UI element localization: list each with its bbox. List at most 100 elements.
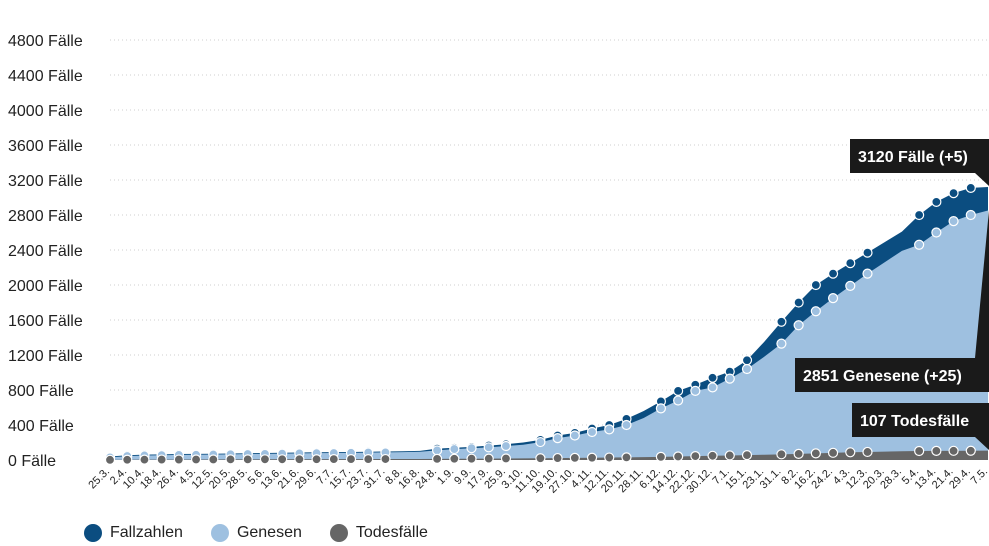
marker-todesfaelle[interactable] <box>827 447 839 458</box>
legend-label-fallzahlen: Fallzahlen <box>110 524 183 541</box>
legend-label-genesen: Genesen <box>236 524 302 541</box>
marker-genesen[interactable] <box>793 320 804 331</box>
legend-swatch-fallzahlen <box>84 524 102 542</box>
marker-genesen[interactable] <box>552 433 563 444</box>
marker-todesfaelle[interactable] <box>483 453 494 464</box>
marker-genesen[interactable] <box>724 373 735 384</box>
marker-todesfaelle[interactable] <box>156 454 167 465</box>
marker-todesfaelle[interactable] <box>914 445 925 457</box>
marker-todesfaelle[interactable] <box>328 454 339 465</box>
marker-todesfaelle[interactable] <box>208 454 219 465</box>
callout-cases-label: 3120 Fälle (+5) <box>858 149 968 166</box>
callout-deaths-label: 107 Todesfälle <box>860 413 969 430</box>
marker-genesen[interactable] <box>431 445 443 456</box>
marker-todesfaelle[interactable] <box>948 445 959 456</box>
marker-fallzahlen[interactable] <box>793 297 804 308</box>
marker-todesfaelle[interactable] <box>535 453 546 464</box>
marker-genesen[interactable] <box>965 209 976 221</box>
marker-todesfaelle[interactable] <box>845 447 856 458</box>
marker-genesen[interactable] <box>707 382 718 393</box>
marker-genesen[interactable] <box>690 385 701 396</box>
marker-todesfaelle[interactable] <box>810 448 821 459</box>
marker-todesfaelle[interactable] <box>793 448 804 459</box>
marker-genesen[interactable] <box>914 239 925 250</box>
marker-todesfaelle[interactable] <box>449 453 460 464</box>
y-tick-label: 2800 Fälle <box>8 208 83 225</box>
marker-genesen[interactable] <box>655 403 667 414</box>
marker-genesen[interactable] <box>569 430 580 441</box>
marker-todesfaelle[interactable] <box>294 454 305 465</box>
legend-item-todesfaelle[interactable]: Todesfälle <box>329 524 428 542</box>
marker-todesfaelle[interactable] <box>707 450 718 461</box>
marker-todesfaelle[interactable] <box>311 454 322 465</box>
marker-todesfaelle[interactable] <box>776 449 787 460</box>
marker-todesfaelle[interactable] <box>173 454 184 465</box>
marker-genesen[interactable] <box>862 268 873 279</box>
marker-todesfaelle[interactable] <box>500 453 512 464</box>
marker-todesfaelle[interactable] <box>122 454 133 465</box>
marker-fallzahlen[interactable] <box>707 372 718 383</box>
marker-fallzahlen[interactable] <box>914 209 925 221</box>
marker-todesfaelle[interactable] <box>621 452 632 463</box>
marker-fallzahlen[interactable] <box>673 385 684 396</box>
marker-genesen[interactable] <box>948 216 959 227</box>
marker-todesfaelle[interactable] <box>965 445 976 456</box>
marker-genesen[interactable] <box>621 419 632 431</box>
marker-genesen[interactable] <box>673 395 684 406</box>
marker-todesfaelle[interactable] <box>569 452 580 463</box>
marker-genesen[interactable] <box>810 306 821 317</box>
marker-todesfaelle[interactable] <box>604 452 615 463</box>
marker-fallzahlen[interactable] <box>931 196 942 207</box>
marker-todesfaelle[interactable] <box>345 454 357 465</box>
marker-todesfaelle[interactable] <box>655 451 667 462</box>
marker-todesfaelle[interactable] <box>139 454 150 465</box>
legend-item-fallzahlen[interactable]: Fallzahlen <box>84 524 183 542</box>
marker-todesfaelle[interactable] <box>277 454 288 465</box>
area-todesfaelle <box>110 450 988 460</box>
marker-genesen[interactable] <box>466 443 477 454</box>
callout-cases-box <box>850 139 989 173</box>
marker-genesen[interactable] <box>604 424 615 435</box>
marker-todesfaelle[interactable] <box>724 450 735 461</box>
marker-todesfaelle[interactable] <box>466 453 477 464</box>
marker-todesfaelle[interactable] <box>242 454 253 465</box>
marker-todesfaelle[interactable] <box>431 453 443 464</box>
marker-fallzahlen[interactable] <box>862 247 873 258</box>
marker-todesfaelle[interactable] <box>259 454 271 465</box>
callout-deaths-box <box>852 403 989 437</box>
marker-genesen[interactable] <box>931 227 942 238</box>
marker-genesen[interactable] <box>500 440 512 452</box>
marker-todesfaelle[interactable] <box>552 452 563 464</box>
marker-fallzahlen[interactable] <box>965 182 976 193</box>
marker-fallzahlen[interactable] <box>948 188 959 199</box>
legend-swatch-genesen <box>210 524 229 542</box>
marker-todesfaelle[interactable] <box>673 451 684 462</box>
marker-todesfaelle[interactable] <box>225 454 236 465</box>
marker-fallzahlen[interactable] <box>845 258 856 269</box>
marker-todesfaelle[interactable] <box>104 454 116 465</box>
marker-todesfaelle[interactable] <box>380 453 391 465</box>
marker-genesen[interactable] <box>776 338 787 349</box>
marker-fallzahlen[interactable] <box>810 279 821 291</box>
marker-genesen[interactable] <box>449 443 460 455</box>
marker-genesen[interactable] <box>586 426 598 438</box>
y-tick-label: 4400 Fälle <box>8 68 83 85</box>
marker-genesen[interactable] <box>535 436 546 448</box>
marker-fallzahlen[interactable] <box>827 268 839 279</box>
marker-todesfaelle[interactable] <box>690 451 701 462</box>
marker-todesfaelle[interactable] <box>363 454 374 465</box>
marker-genesen[interactable] <box>845 280 856 291</box>
marker-todesfaelle[interactable] <box>741 450 753 461</box>
marker-todesfaelle[interactable] <box>931 445 942 456</box>
marker-genesen[interactable] <box>741 363 753 375</box>
marker-fallzahlen[interactable] <box>741 355 753 366</box>
marker-fallzahlen[interactable] <box>776 316 787 327</box>
marker-todesfaelle[interactable] <box>862 446 873 458</box>
legend-item-genesen[interactable]: Genesen <box>210 524 302 542</box>
marker-genesen[interactable] <box>827 293 839 304</box>
y-tick-label: 800 Fälle <box>8 383 74 400</box>
marker-todesfaelle[interactable] <box>190 454 202 465</box>
marker-todesfaelle[interactable] <box>586 452 598 463</box>
marker-genesen[interactable] <box>483 442 494 453</box>
